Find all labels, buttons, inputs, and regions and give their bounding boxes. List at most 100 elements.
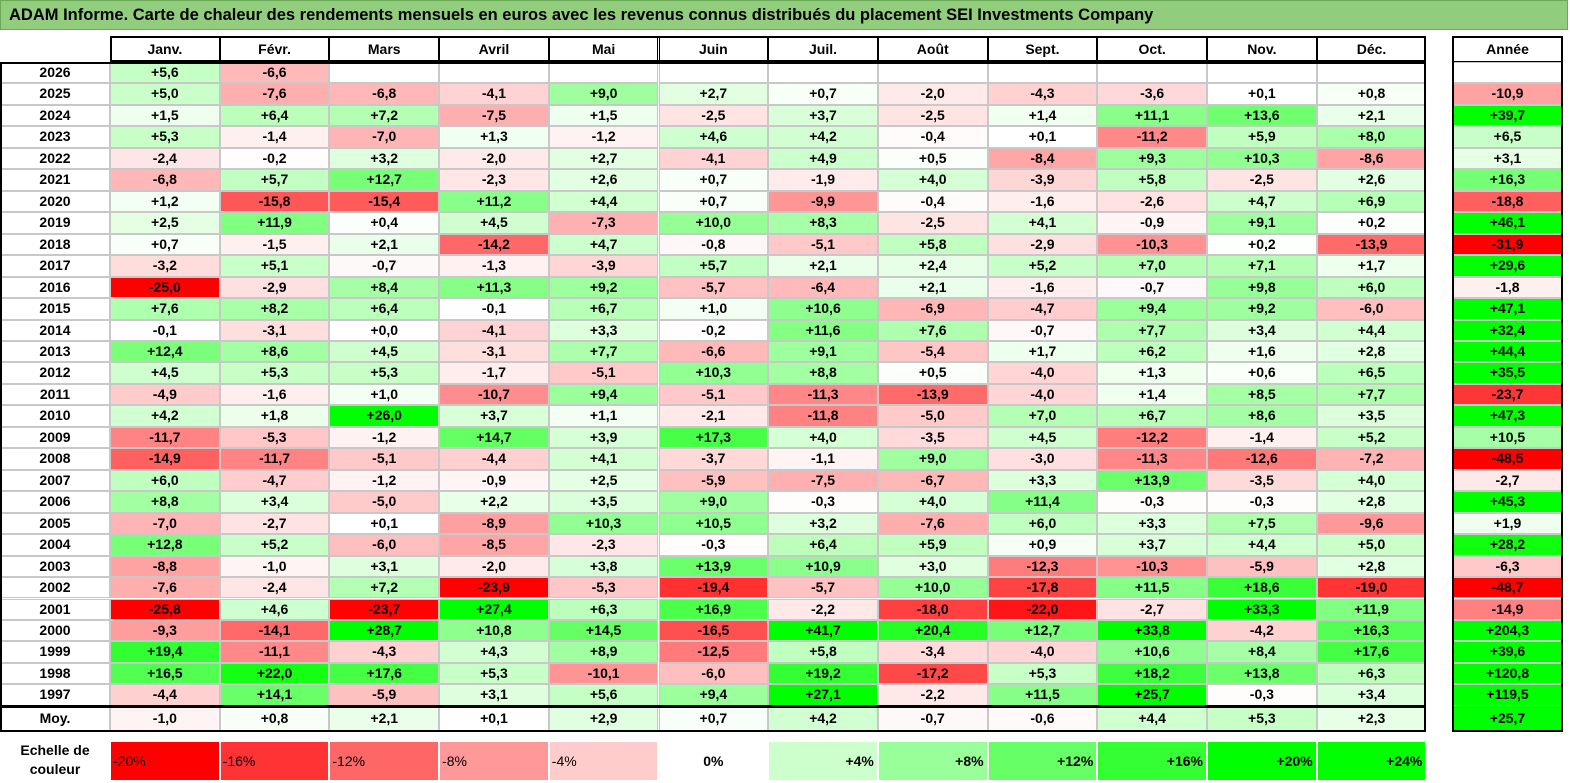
heatmap-cell: +4,9 <box>768 147 878 170</box>
column-header: Avril <box>439 36 549 62</box>
column-header: Mars <box>329 36 440 62</box>
heatmap-cell: +13,8 <box>1207 662 1317 685</box>
heatmap-cell: -12,2 <box>1097 426 1207 449</box>
heatmap-cell: -1,6 <box>219 383 330 406</box>
color-scale-step: +24% <box>1316 741 1427 781</box>
heatmap-cell: +11,6 <box>768 319 878 341</box>
heatmap-cell: -6,9 <box>877 298 988 320</box>
row-year-label: 2002 <box>0 577 110 599</box>
heatmap-cell: -0,1 <box>439 298 549 320</box>
average-cell: -1,0 <box>110 705 220 732</box>
heatmap-cell: +8,4 <box>1207 641 1317 663</box>
heatmap-cell: +20,4 <box>877 619 988 642</box>
heatmap-cell: -2,2 <box>877 684 988 706</box>
annual-cell: +46,1 <box>1452 212 1563 234</box>
heatmap-cell: +10,6 <box>1097 641 1207 663</box>
row-year-label: 2001 <box>0 598 110 620</box>
heatmap-cell: +6,2 <box>1097 340 1207 363</box>
color-scale-label: Echelle de couleur <box>20 742 90 777</box>
row-year-label: 2006 <box>0 491 110 513</box>
heatmap-cell: +5,3 <box>219 362 330 384</box>
row-year-label: 1998 <box>0 662 110 685</box>
column-header: Mai <box>548 36 659 62</box>
row-year-label: 2021 <box>0 169 110 191</box>
heatmap-cell: -4,4 <box>110 684 220 706</box>
heatmap-cell: +3,3 <box>987 469 1098 492</box>
row-year-label: 2011 <box>0 383 110 406</box>
heatmap-cell: +1,5 <box>548 104 659 127</box>
heatmap-cell: -0,2 <box>219 147 330 170</box>
column-header: Août <box>877 36 988 62</box>
heatmap-cell: +12,7 <box>329 169 440 191</box>
heatmap-cell: -7,6 <box>877 512 988 535</box>
heatmap-cell <box>658 62 769 84</box>
heatmap-cell: +7,2 <box>329 104 440 127</box>
heatmap-cell: +7,0 <box>987 405 1098 427</box>
heatmap-cell: -9,9 <box>768 190 878 213</box>
heatmap-cell: +3,7 <box>1097 534 1207 556</box>
heatmap-cell: +7,7 <box>1097 319 1207 341</box>
heatmap-cell: -1,4 <box>1207 426 1317 449</box>
row-year-label: 2019 <box>0 212 110 234</box>
heatmap-cell: -4,1 <box>439 83 549 105</box>
heatmap-cell: +13,9 <box>658 555 769 578</box>
heatmap-cell: -1,7 <box>439 362 549 384</box>
heatmap-cell: -5,0 <box>329 491 440 513</box>
heatmap-cell: +11,3 <box>439 276 549 299</box>
row-year-label: 2020 <box>0 190 110 213</box>
heatmap-cell <box>877 62 988 84</box>
heatmap-cell: -3,9 <box>987 169 1098 191</box>
heatmap-cell: +10,0 <box>658 212 769 234</box>
heatmap-cell: -2,0 <box>877 83 988 105</box>
annual-cell: +32,4 <box>1452 319 1563 341</box>
heatmap-cell: +5,8 <box>768 641 878 663</box>
heatmap-cell: +3,4 <box>219 491 330 513</box>
heatmap-cell: -0,9 <box>1097 212 1207 234</box>
heatmap-cell: +0,7 <box>658 169 769 191</box>
heatmap-cell: -12,5 <box>658 641 769 663</box>
heatmap-cell: +2,1 <box>768 255 878 277</box>
heatmap-cell: -6,0 <box>658 662 769 685</box>
heatmap-cell: -0,4 <box>877 126 988 148</box>
column-header: Oct. <box>1097 36 1207 62</box>
heatmap-cell: -3,7 <box>658 448 769 470</box>
row-year-label: 2023 <box>0 126 110 148</box>
heatmap-cell: -5,3 <box>548 577 659 599</box>
heatmap-cell: +5,2 <box>1316 426 1427 449</box>
heatmap-cell: +7,7 <box>548 340 659 363</box>
average-cell: +2,1 <box>329 705 440 732</box>
heatmap-cell: +6,7 <box>1097 405 1207 427</box>
heatmap-cell: +7,6 <box>877 319 988 341</box>
heatmap-cell: -15,8 <box>219 190 330 213</box>
heatmap-cell: +11,9 <box>219 212 330 234</box>
heatmap-cell: +1,0 <box>329 383 440 406</box>
heatmap-cell: +22,0 <box>219 662 330 685</box>
heatmap-cell: -1,0 <box>219 555 330 578</box>
heatmap-cell: +27,4 <box>439 598 549 620</box>
heatmap-cell: -7,5 <box>439 104 549 127</box>
heatmap-cell: +5,3 <box>987 662 1098 685</box>
heatmap-cell: -5,0 <box>877 405 988 427</box>
heatmap-cell: -4,9 <box>110 383 220 406</box>
heatmap-cell: -12,3 <box>987 555 1098 578</box>
heatmap-cell: +0,4 <box>329 212 440 234</box>
year-column-header: Année <box>1452 36 1563 62</box>
annual-cell: +39,6 <box>1452 641 1563 663</box>
heatmap-cell: +5,7 <box>219 169 330 191</box>
heatmap-cell: +9,4 <box>548 383 659 406</box>
heatmap-cell: +4,1 <box>548 448 659 470</box>
column-header: Déc. <box>1316 36 1427 62</box>
heatmap-cell: -6,7 <box>877 469 988 492</box>
color-scale-step: +16% <box>1097 741 1207 781</box>
heatmap-cell: +0,7 <box>110 233 220 256</box>
row-year-label: 2025 <box>0 83 110 105</box>
heatmap-cell: +2,8 <box>1316 555 1427 578</box>
heatmap-cell: -15,4 <box>329 190 440 213</box>
row-year-label: 1999 <box>0 641 110 663</box>
heatmap-cell: +4,4 <box>1316 319 1427 341</box>
heatmap-cell: -22,0 <box>987 598 1098 620</box>
row-year-label: 2026 <box>0 62 110 84</box>
heatmap-cell: +9,0 <box>658 491 769 513</box>
heatmap-cell: +16,3 <box>1316 619 1427 642</box>
row-year-label: 2005 <box>0 512 110 535</box>
